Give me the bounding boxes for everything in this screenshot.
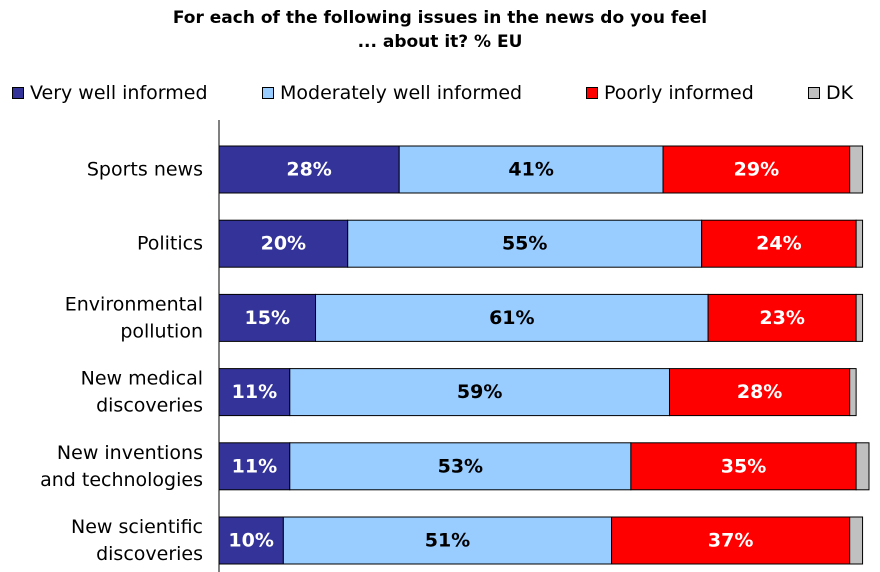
category-label-sports-news: Sports news bbox=[87, 159, 203, 181]
bar-new-scientific-discoveries-poorly-informed bbox=[611, 516, 851, 565]
chart-title-line-1: For each of the following issues in the … bbox=[172, 8, 708, 28]
legend-label-dk: DK bbox=[826, 82, 854, 104]
category-label-new-medical-discoveries-line-1: New medical bbox=[81, 368, 203, 390]
legend-label-very-well-informed: Very well informed bbox=[30, 82, 208, 104]
chart-title: For each of the following issues in the … bbox=[0, 6, 880, 54]
data-label-new-scientific-discoveries-moderately-well-informed: 51% bbox=[425, 530, 470, 552]
bar-new-medical-discoveries-dk bbox=[849, 368, 857, 417]
category-label-environmental-pollution-line-1: Environmental bbox=[65, 293, 203, 315]
bar-environmental-pollution-dk bbox=[855, 293, 864, 342]
data-label-new-scientific-discoveries-poorly-informed: 37% bbox=[708, 530, 753, 552]
category-label-new-inventions-and-technologies-line-1: New inventions bbox=[57, 442, 203, 464]
bar-politics-moderately-well-informed bbox=[347, 219, 703, 268]
data-label-new-medical-discoveries-moderately-well-informed: 59% bbox=[457, 381, 502, 403]
data-label-new-inventions-and-technologies-poorly-informed: 35% bbox=[721, 455, 766, 477]
legend-item-dk: DK bbox=[808, 80, 853, 106]
legend-item-poorly-informed: Poorly informed bbox=[586, 80, 754, 106]
data-label-environmental-pollution-very-well-informed: 15% bbox=[245, 307, 290, 329]
data-label-environmental-pollution-moderately-well-informed: 61% bbox=[489, 307, 534, 329]
category-label-new-scientific-discoveries-line-1: New scientific bbox=[71, 516, 203, 538]
category-label-new-inventions-and-technologies-line-2: and technologies bbox=[40, 469, 203, 491]
data-label-sports-news-moderately-well-informed: 41% bbox=[508, 159, 553, 181]
bar-sports-news-poorly-informed bbox=[662, 145, 851, 194]
data-label-new-medical-discoveries-poorly-informed: 28% bbox=[737, 381, 782, 403]
bar-new-inventions-and-technologies-poorly-informed bbox=[630, 442, 857, 491]
category-label-politics: Politics bbox=[137, 233, 203, 255]
bar-environmental-pollution-very-well-informed bbox=[218, 293, 317, 342]
legend: Very well informed Moderately well infor… bbox=[0, 80, 880, 106]
data-label-new-inventions-and-technologies-very-well-informed: 11% bbox=[232, 455, 277, 477]
category-label-new-medical-discoveries-line-2: discoveries bbox=[96, 395, 203, 417]
legend-item-moderately-well-informed: Moderately well informed bbox=[262, 80, 522, 106]
category-label-new-scientific-discoveries-line-2: discoveries bbox=[96, 543, 203, 565]
legend-swatch-moderately-well-informed bbox=[262, 87, 274, 99]
bar-new-inventions-and-technologies-dk bbox=[855, 442, 870, 491]
legend-swatch-very-well-informed bbox=[12, 87, 24, 99]
bar-new-scientific-discoveries-very-well-informed bbox=[218, 516, 284, 565]
category-label-environmental-pollution-line-2: pollution bbox=[120, 320, 203, 342]
bar-politics-poorly-informed bbox=[701, 219, 857, 268]
bar-sports-news-very-well-informed bbox=[218, 145, 400, 194]
chart-title-line-2: ... about it? % EU bbox=[357, 32, 523, 52]
legend-label-moderately-well-informed: Moderately well informed bbox=[280, 82, 523, 104]
legend-item-very-well-informed: Very well informed bbox=[12, 80, 208, 106]
data-label-new-scientific-discoveries-very-well-informed: 10% bbox=[228, 530, 273, 552]
data-label-sports-news-poorly-informed: 29% bbox=[734, 159, 779, 181]
data-label-politics-moderately-well-informed: 55% bbox=[502, 233, 547, 255]
bar-new-inventions-and-technologies-moderately-well-informed bbox=[289, 442, 632, 491]
legend-label-poorly-informed: Poorly informed bbox=[604, 82, 754, 104]
bar-politics-very-well-informed bbox=[218, 219, 349, 268]
data-label-new-inventions-and-technologies-moderately-well-informed: 53% bbox=[438, 455, 483, 477]
data-label-politics-poorly-informed: 24% bbox=[756, 233, 801, 255]
bar-new-medical-discoveries-moderately-well-informed bbox=[289, 368, 670, 417]
data-label-sports-news-very-well-informed: 28% bbox=[286, 159, 331, 181]
legend-swatch-dk bbox=[808, 87, 820, 99]
bar-environmental-pollution-moderately-well-informed bbox=[315, 293, 709, 342]
bar-new-inventions-and-technologies-very-well-informed bbox=[218, 442, 291, 491]
bar-politics-dk bbox=[855, 219, 864, 268]
bar-sports-news-moderately-well-informed bbox=[398, 145, 664, 194]
data-label-environmental-pollution-poorly-informed: 23% bbox=[759, 307, 804, 329]
data-label-new-medical-discoveries-very-well-informed: 11% bbox=[232, 381, 277, 403]
bar-sports-news-dk bbox=[849, 145, 864, 194]
data-label-politics-very-well-informed: 20% bbox=[261, 233, 306, 255]
bar-new-scientific-discoveries-dk bbox=[849, 516, 864, 565]
bar-new-medical-discoveries-poorly-informed bbox=[668, 368, 851, 417]
legend-swatch-poorly-informed bbox=[586, 87, 598, 99]
